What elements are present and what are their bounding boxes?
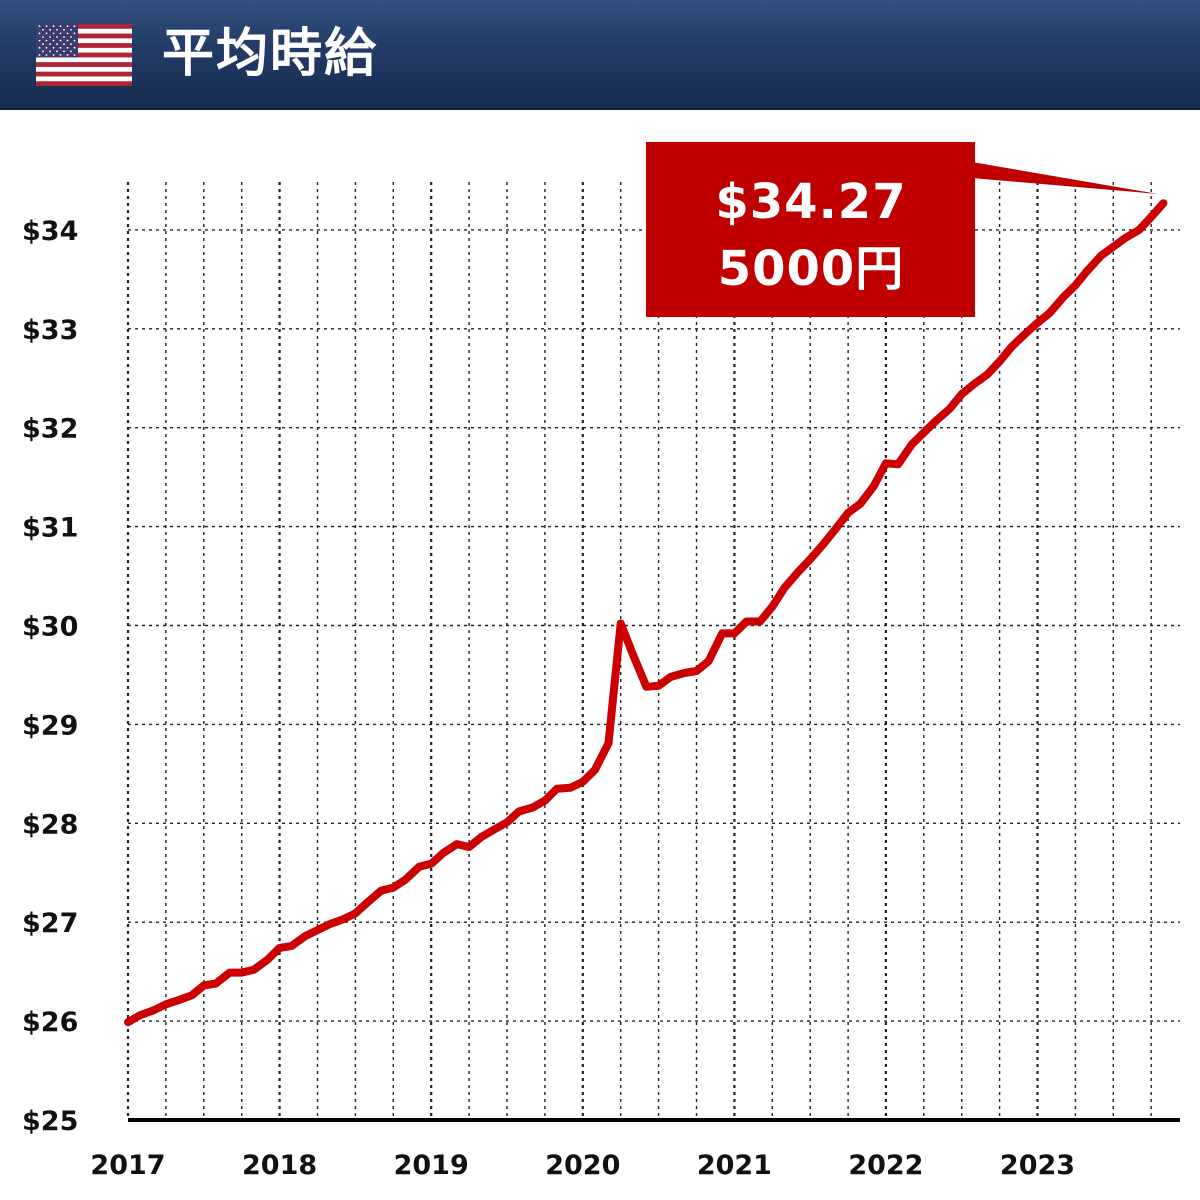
- callout-yen-label: 5000円: [718, 241, 905, 297]
- y-tick-label: $28: [22, 809, 78, 840]
- x-tick-label: 2020: [545, 1150, 620, 1181]
- y-tick-label: $30: [22, 612, 78, 643]
- callout-value-label: $34.27: [715, 174, 906, 230]
- page-title: 平均時給: [162, 24, 379, 84]
- chart-grid: [126, 182, 1180, 1120]
- y-tick-label: $31: [22, 513, 78, 544]
- y-axis-labels: $25 $26 $27 $28 $29 $30 $31 $32 $33 $34: [22, 216, 78, 1137]
- y-tick-label: $32: [22, 414, 78, 445]
- y-tick-label: $33: [22, 315, 78, 346]
- y-tick-label: $25: [22, 1106, 78, 1137]
- x-axis-labels: 2017 2018 2019 2020 2021 2022 2023: [90, 1150, 1075, 1181]
- series-line: [124, 199, 1168, 1027]
- y-tick-label: $29: [22, 710, 78, 741]
- x-tick-label: 2019: [394, 1150, 469, 1181]
- y-tick-label: $34: [22, 216, 78, 247]
- x-tick-label: 2023: [1000, 1150, 1075, 1181]
- header-bar: 平均時給: [0, 0, 1200, 110]
- x-tick-label: 2021: [697, 1150, 772, 1181]
- callout-pointer: [972, 162, 1158, 194]
- x-tick-label: 2017: [90, 1150, 165, 1181]
- y-tick-label: $26: [22, 1007, 78, 1038]
- line-chart: $25$26$27$28$29$30$31$32$33$34 2017 2018 2…: [22, 142, 1180, 1181]
- x-tick-label: 2018: [242, 1150, 317, 1181]
- x-tick-label: 2022: [848, 1150, 923, 1181]
- y-tick-label: $27: [22, 908, 78, 939]
- value-callout: $34.27 5000円: [646, 142, 1158, 317]
- callout-box: [646, 142, 975, 317]
- us-flag-icon: [36, 24, 132, 86]
